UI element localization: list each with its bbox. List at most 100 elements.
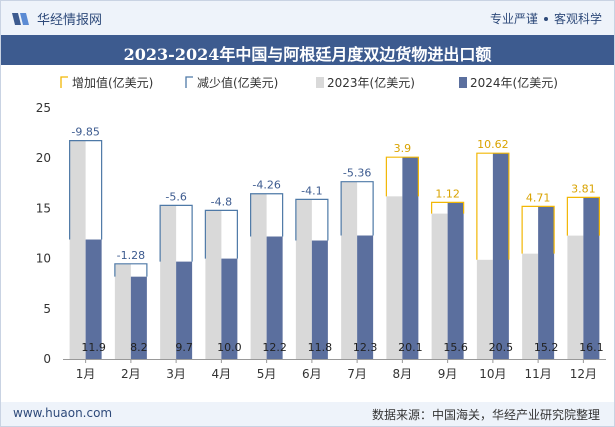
x-tick-label: 8月 [393, 367, 413, 381]
value-label-2024: 8.2 [130, 341, 148, 354]
x-tick-label: 10月 [479, 367, 506, 381]
chart-title: 2023-2024年中国与阿根廷月度双边货物进出口额 [123, 45, 492, 64]
x-tick-label: 4月 [212, 367, 232, 381]
bar-2023 [205, 210, 222, 359]
brand-logo-icon [12, 12, 29, 25]
bar-2024 [402, 157, 419, 359]
x-tick-label: 6月 [302, 367, 322, 381]
chart-canvas: 增加值(亿美元) 减少值(亿美元) 2023年(亿美元) 2024年(亿美元) 0 5 10… [36, 75, 606, 381]
bar-2024 [583, 197, 600, 359]
change-label: -5.6 [165, 190, 186, 203]
value-label-2024: 20.1 [398, 341, 423, 354]
increase-bracket [521, 205, 555, 254]
legend-marker [316, 77, 324, 88]
x-tick-label: 1月 [76, 367, 96, 381]
x-tick-label: 5月 [257, 367, 277, 381]
value-label-2024: 11.8 [308, 341, 333, 354]
bar-2024 [492, 153, 509, 359]
tagline-dot-icon [543, 16, 548, 21]
legend-marker [459, 77, 467, 88]
legend-label: 减少值(亿美元) [197, 75, 278, 90]
y-tick-label: 20 [36, 151, 51, 165]
tagline-left: 专业严谨 [489, 12, 538, 26]
decrease-bracket [340, 181, 374, 236]
decrease-bracket [159, 204, 193, 262]
legend-label: 增加值(亿美元) [72, 75, 153, 90]
value-label-2024: 11.9 [81, 341, 106, 354]
bar-2024 [538, 206, 555, 359]
increase-bracket [385, 156, 419, 197]
legend-label: 2024年(亿美元) [470, 75, 558, 90]
top-bar: 华经情报网 专业严谨 客观科学 [1, 1, 614, 35]
x-tick-label: 3月 [166, 367, 186, 381]
change-label: -9.85 [71, 126, 99, 139]
bar-2023 [69, 140, 86, 359]
value-label-2024: 20.5 [489, 341, 514, 354]
bar-2023 [295, 199, 312, 359]
x-tick-label: 11月 [524, 367, 551, 381]
title-bar: 2023-2024年中国与阿根廷月度双边货物进出口额 [1, 35, 614, 65]
increase-bracket [476, 152, 510, 260]
y-tick-label: 0 [43, 352, 51, 366]
change-label: -5.36 [343, 167, 371, 180]
bar-2024 [85, 239, 102, 359]
x-tick-label: 9月 [438, 367, 458, 381]
bar-2024 [176, 261, 193, 359]
legend-marker [60, 76, 68, 88]
footer-source: 数据来源：中国海关，华经产业研究院整理 [371, 408, 600, 422]
bar-2023 [341, 181, 358, 359]
change-label: -4.8 [211, 195, 232, 208]
bar-2023 [476, 259, 493, 359]
value-label-2024: 10.0 [217, 341, 242, 354]
legend-label: 2023年(亿美元) [327, 75, 415, 90]
bar-2024 [130, 276, 147, 359]
y-tick-label: 5 [43, 302, 51, 316]
change-label: 1.12 [435, 187, 460, 200]
decrease-bracket [114, 263, 148, 277]
x-tick-label: 12月 [570, 367, 597, 381]
bar-2024 [221, 258, 238, 359]
increase-bracket [566, 196, 600, 236]
legend-marker [185, 76, 193, 88]
bar-2023 [160, 205, 177, 359]
bar-2024 [357, 235, 374, 359]
y-tick-label: 25 [36, 101, 51, 115]
decrease-bracket [69, 140, 103, 240]
value-label-2024: 12.3 [353, 341, 378, 354]
footer-website: www.huaon.com [13, 406, 113, 420]
value-label-2024: 15.2 [534, 341, 559, 354]
tagline-right: 客观科学 [553, 12, 602, 26]
x-tick-label: 2月 [121, 367, 141, 381]
bar-2024 [447, 202, 464, 359]
value-label-2024: 9.7 [175, 341, 193, 354]
brand-name: 华经情报网 [37, 13, 103, 28]
bar-2023 [386, 196, 403, 359]
decrease-bracket [295, 198, 329, 241]
change-label: -4.1 [301, 184, 322, 197]
bar-2024 [266, 236, 283, 359]
y-tick-label: 10 [36, 252, 51, 266]
increase-bracket [431, 201, 465, 214]
bar-2023 [250, 193, 267, 359]
value-label-2024: 16.1 [579, 341, 604, 354]
value-label-2024: 12.2 [262, 341, 287, 354]
change-label: 3.9 [394, 142, 412, 155]
footer-bar: www.huaon.com 数据来源：中国海关，华经产业研究院整理 [1, 402, 614, 426]
bar-2023 [431, 213, 448, 359]
y-tick-label: 15 [36, 201, 51, 215]
bar-2023 [522, 253, 539, 359]
bar-2024 [311, 240, 328, 359]
brand: 华经情报网 [11, 9, 102, 28]
decrease-bracket [204, 209, 238, 259]
value-label-2024: 15.6 [443, 341, 468, 354]
change-label: 4.71 [526, 191, 551, 204]
change-label: 10.62 [477, 138, 509, 151]
decrease-bracket [250, 193, 284, 237]
tagline: 专业严谨 客观科学 [490, 10, 602, 27]
bar-2023 [114, 263, 131, 359]
change-label: -1.28 [117, 249, 145, 262]
bar-2023 [567, 235, 584, 359]
change-label: 3.81 [571, 182, 596, 195]
x-tick-label: 7月 [347, 367, 367, 381]
